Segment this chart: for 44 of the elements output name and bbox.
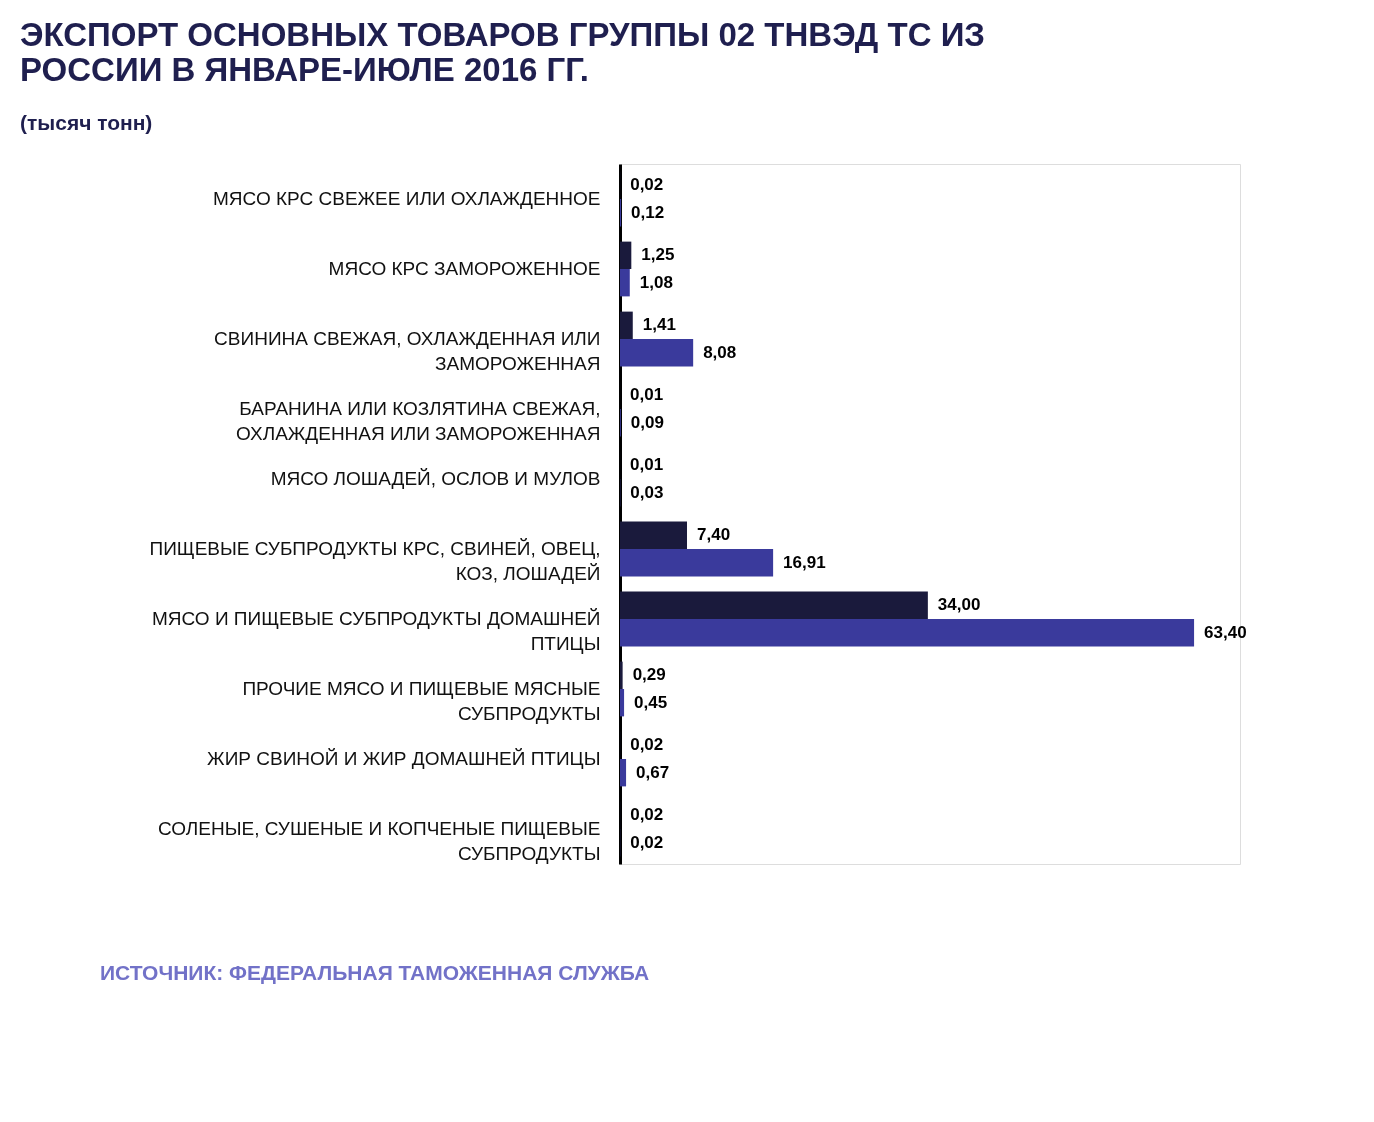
data-label: 34,00: [937, 595, 981, 615]
bar: [620, 661, 623, 689]
y-tick-label: МЯСО ЛОШАДЕЙ, ОСЛОВ И МУЛОВ: [270, 468, 601, 489]
data-label: 0,45: [634, 692, 668, 712]
text: ИСТОЧНИК: ФЕДЕРАЛЬНАЯ ТАМОЖЕННАЯ СЛУЖБА: [100, 961, 650, 984]
bar: [620, 269, 630, 297]
y-tick-label: СВИНИНА СВЕЖАЯ, ОХЛАЖДЕННАЯ ИЛИ ЗАМОРОЖЕННАЯ: [214, 328, 601, 374]
bar: [620, 339, 694, 367]
bar: [620, 311, 633, 339]
data-label: 0,03: [630, 482, 664, 502]
data-label: 0,09: [630, 412, 664, 432]
data-label: 16,91: [783, 552, 826, 572]
data-label: 0,01: [630, 385, 664, 405]
y-tick-label: МЯСО КРС ЗАМОРОЖЕННОЕ: [328, 258, 601, 279]
data-label: 7,40: [697, 525, 731, 545]
data-label: 0,02: [630, 175, 664, 195]
data-label: 0,02: [630, 735, 664, 755]
data-label: 0,12: [631, 202, 665, 222]
bar: [620, 521, 688, 549]
data-label: 1,08: [639, 272, 673, 292]
y-tick-label: СОЛЕНЫЕ, СУШЕНЫЕ И КОПЧЕНЫЕ ПИЩЕВЫЕ СУБПРОДУКТЫ: [157, 818, 601, 864]
bar: [620, 591, 928, 619]
bar: [620, 241, 632, 269]
data-label: 0,01: [630, 455, 664, 475]
bar: [620, 549, 774, 577]
data-label: 0,02: [630, 805, 664, 825]
y-tick-label: МЯСО КРС СВЕЖЕЕ ИЛИ ОХЛАЖДЕННОЕ: [213, 188, 601, 209]
data-label: 0,67: [636, 762, 670, 782]
y-tick-label: БАРАНИНА ИЛИ КОЗЛЯТИНА СВЕЖАЯ, ОХЛАЖДЕННАЯ ИЛИ ЗАМОРОЖЕННАЯ: [236, 398, 601, 444]
chart-title: ЭКСПОРТ ОСНОВНЫХ ТОВАРОВ ГРУППЫ 02 ТНВЭД ТС ИЗ РОССИИ В ЯНВАРЕ-ИЮЛЕ 2016 ГГ.: [20, 16, 986, 88]
data-label: 63,40: [1204, 622, 1247, 642]
data-label: 0,29: [632, 665, 666, 685]
data-label: 1,41: [642, 315, 676, 335]
data-label: 0,02: [630, 832, 664, 852]
text: (тысяч тонн): [20, 111, 153, 134]
y-tick-label: ПИЩЕВЫЕ СУБПРОДУКТЫ КРС, СВИНЕЙ, ОВЕЦ, КОЗ, ЛОШАДЕЙ: [149, 538, 601, 584]
y-tick-label: ПРОЧИЕ МЯСО И ПИЩЕВЫЕ МЯСНЫЕ СУБПРОДУКТЫ: [242, 678, 601, 724]
bar: [620, 759, 627, 787]
y-tick-label: МЯСО И ПИЩЕВЫЕ СУБПРОДУКТЫ ДОМАШНЕЙ ПТИЦЫ: [151, 608, 601, 654]
y-tick-label: ЖИР СВИНОЙ И ЖИР ДОМАШНЕЙ ПТИЦЫ: [207, 748, 601, 769]
bar: [620, 689, 625, 717]
data-label: 1,25: [641, 245, 675, 265]
bar: [620, 619, 1195, 647]
data-label: 8,08: [703, 342, 737, 362]
